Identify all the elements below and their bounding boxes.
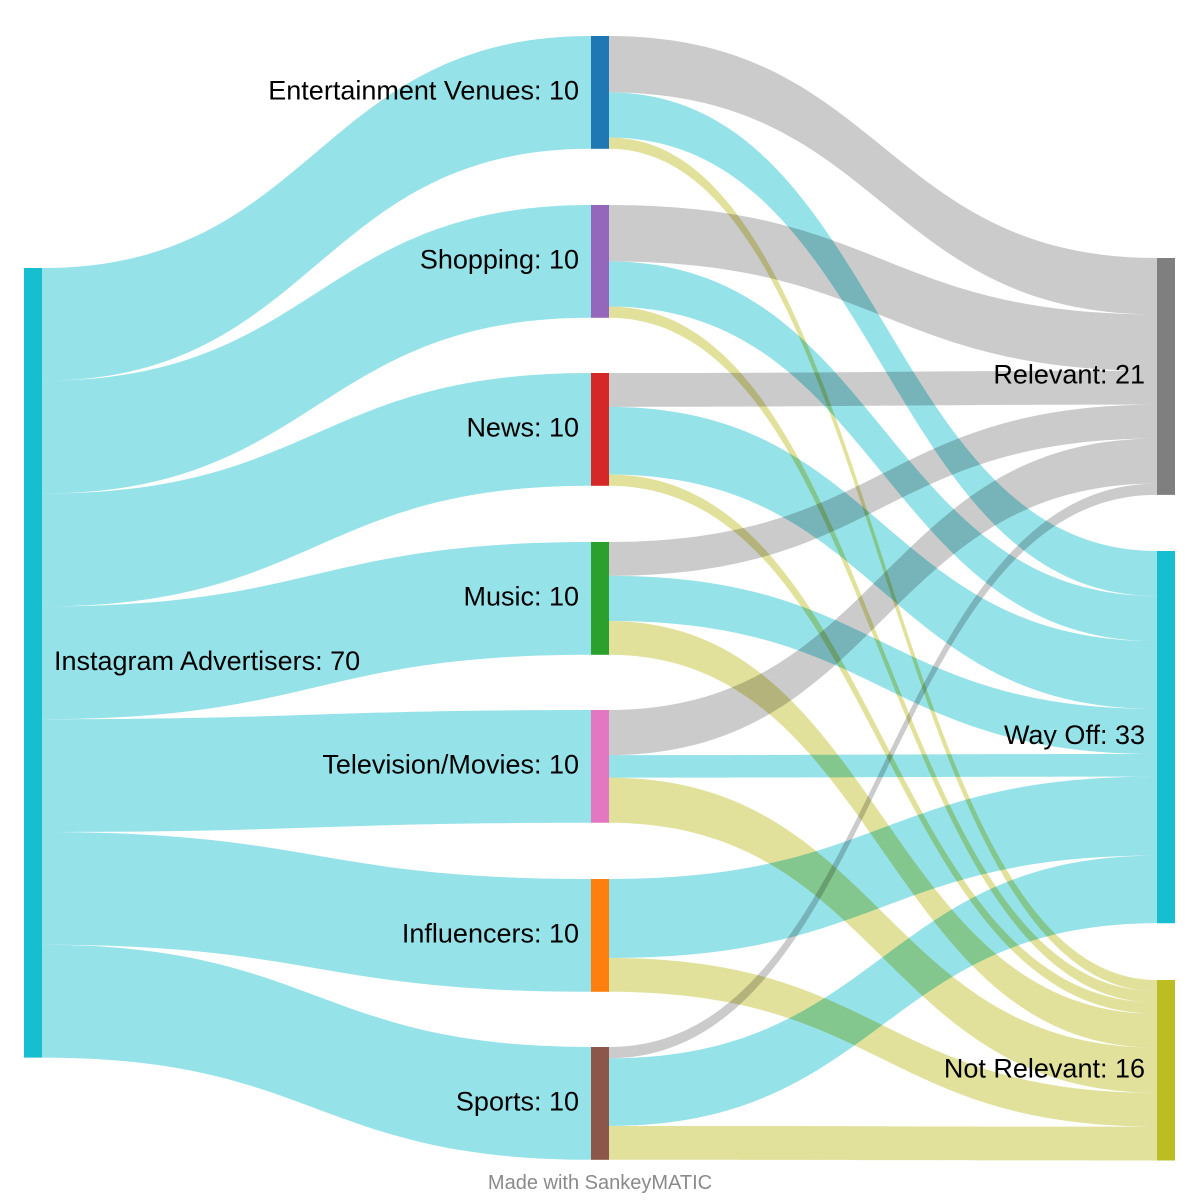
flow-ent-to-way [609, 92, 1157, 597]
flow-ent-to-rel [609, 36, 1157, 315]
node-new [591, 373, 609, 486]
node-mus [591, 542, 609, 655]
credit-text: Made with SankeyMATIC [488, 1172, 712, 1194]
flow-ia-to-inf [42, 832, 591, 992]
flow-ia-to-spo [42, 944, 591, 1160]
flow-inf-to-not [609, 957, 1157, 1127]
flow-mus-to-way [609, 575, 1157, 755]
node-label-spo: Sports: 10 [456, 1087, 579, 1117]
flow-tv-to-not [609, 777, 1157, 1093]
flow-tv-to-rel [609, 438, 1157, 756]
flow-new-to-rel [609, 370, 1157, 407]
flow-mus-to-rel [609, 404, 1157, 576]
flow-sho-to-way [609, 261, 1157, 642]
flow-new-to-not [609, 474, 1157, 1014]
flow-ia-to-tv [42, 710, 591, 832]
flow-spo-to-not [609, 1125, 1157, 1161]
node-label-ent: Entertainment Venues: 10 [268, 76, 579, 106]
node-label-sho: Shopping: 10 [420, 245, 579, 275]
node-ent [591, 36, 609, 149]
flow-sho-to-rel [609, 205, 1157, 371]
nodes-layer [24, 36, 1175, 1161]
node-label-inf: Influencers: 10 [402, 919, 579, 949]
node-label-rel: Relevant: 21 [993, 360, 1145, 390]
labels-layer: Instagram Advertisers: 70 Entertainment V… [54, 76, 1145, 1117]
flow-ia-to-new [42, 373, 591, 607]
node-label-not: Not Relevant: 16 [944, 1053, 1145, 1083]
flow-spo-to-rel [609, 483, 1157, 1059]
node-label-ia: Instagram Advertisers: 70 [54, 646, 360, 676]
node-tv [591, 710, 609, 823]
flow-inf-to-way [609, 776, 1157, 958]
node-label-tv: Television/Movies: 10 [322, 750, 579, 780]
node-label-new: News: 10 [466, 413, 579, 443]
flow-new-to-way [609, 406, 1157, 709]
node-inf [591, 879, 609, 992]
node-ia [24, 268, 42, 1058]
flow-spo-to-way [609, 855, 1157, 1126]
node-way [1157, 551, 1175, 924]
flow-ia-to-sho [42, 205, 591, 494]
flow-ia-to-mus [42, 542, 591, 720]
node-sho [591, 205, 609, 318]
node-rel [1157, 258, 1175, 495]
node-not [1157, 980, 1175, 1161]
flow-ia-to-ent [42, 36, 591, 381]
flows-layer [42, 36, 1157, 1161]
node-label-mus: Music: 10 [463, 582, 579, 612]
node-spo [591, 1047, 609, 1160]
node-label-way: Way Off: 33 [1004, 720, 1145, 750]
